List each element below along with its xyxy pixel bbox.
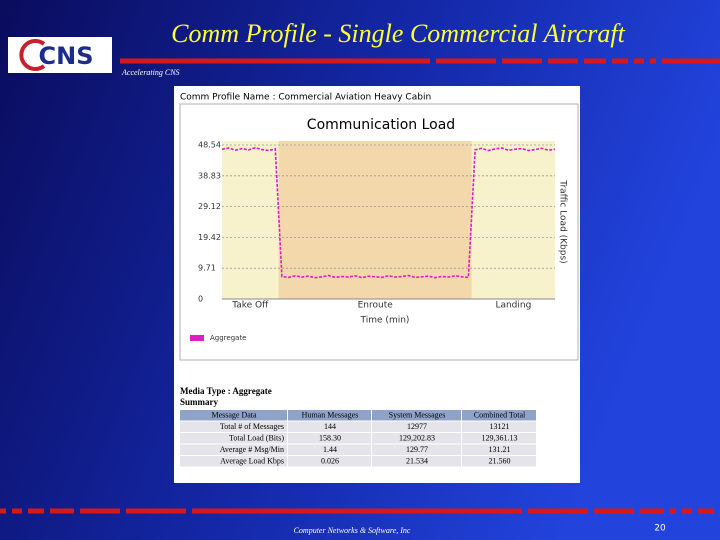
- table-cell: [180, 421, 287, 432]
- phase-band: [278, 141, 472, 299]
- table-cell: [288, 444, 371, 455]
- legend-label: Aggregate: [210, 334, 247, 342]
- table-cell: [462, 421, 536, 432]
- cell-text: Average Load Kbps: [220, 457, 284, 466]
- summary-label: Summary: [180, 397, 218, 407]
- cell-text: 129,361.13: [482, 434, 518, 443]
- header-cell: [372, 410, 461, 421]
- page-number: 20: [654, 524, 666, 534]
- cell-text: 0.026: [321, 457, 339, 466]
- y-tick-label: 0: [198, 295, 203, 304]
- legend-swatch: [190, 335, 204, 341]
- column-header: System Messages: [389, 411, 446, 420]
- cell-text: 12977: [407, 422, 427, 431]
- cell-text: 21.560: [489, 457, 511, 466]
- x-axis-label: Time (min): [360, 316, 410, 326]
- table-cell: [180, 456, 287, 467]
- summary-table: Message Data Human Messages System Message…: [180, 410, 536, 467]
- cell-text: 13121: [490, 422, 510, 431]
- y-tick-label: 29.12: [198, 202, 221, 211]
- table-cell: [372, 456, 461, 467]
- logo-swoosh: [19, 39, 46, 71]
- table-cell: [288, 456, 371, 467]
- y-tick-label: 19.42: [198, 233, 221, 242]
- y-tick-label: 9.71: [198, 264, 216, 273]
- cell-text: 144: [324, 422, 336, 431]
- column-header: Human Messages: [302, 411, 359, 420]
- table-cell: [462, 433, 536, 444]
- profile-name: Comm Profile Name : Commercial Aviation …: [180, 93, 431, 103]
- phase-label: Landing: [495, 301, 531, 311]
- y-tick-label: 38.83: [198, 171, 221, 180]
- chart: Communication Load Take Off Enroute Landing…: [190, 117, 568, 342]
- column-header: Message Data: [211, 411, 257, 420]
- cell-text: 129,202.83: [399, 434, 435, 443]
- cell-text: 1.44: [323, 445, 337, 454]
- table-cell: [288, 433, 371, 444]
- slide-title: Comm Profile - Single Commercial Aircraf…: [171, 19, 626, 48]
- logo-text: CNS: [39, 42, 94, 70]
- table-cell: [372, 421, 461, 432]
- phase-band: [471, 141, 555, 299]
- table-cell: [180, 433, 287, 444]
- column-header: Combined Total: [474, 411, 526, 420]
- y-axis-label: Traffic Load (Kbps): [558, 179, 568, 263]
- table-cell: [462, 456, 536, 467]
- header-cell: [180, 410, 287, 421]
- cell-text: Total Load (Bits): [229, 434, 284, 443]
- table-cell: [462, 444, 536, 455]
- table-cell: [288, 421, 371, 432]
- tagline: Accelerating CNS: [121, 68, 180, 77]
- phase-band: [222, 141, 279, 299]
- media-type: Media Type : Aggregate: [180, 386, 272, 396]
- y-tick-label: 48.54: [198, 141, 221, 150]
- cell-text: Total # of Messages: [220, 422, 284, 431]
- phase-label: Enroute: [358, 301, 394, 311]
- chart-title: Communication Load: [307, 117, 455, 133]
- header-cell: [462, 410, 536, 421]
- cell-text: 21.534: [406, 457, 428, 466]
- table-cell: [372, 444, 461, 455]
- footer-company: Computer Networks & Software, Inc: [294, 526, 411, 535]
- phase-label: Take Off: [231, 301, 269, 311]
- header-cell: [288, 410, 371, 421]
- table-cell: [180, 444, 287, 455]
- cell-text: Average # Msg/Min: [220, 445, 284, 454]
- cell-text: 158.30: [319, 434, 341, 443]
- cell-text: 131.21: [489, 445, 511, 454]
- table-cell: [372, 433, 461, 444]
- cell-text: 129.77: [406, 445, 428, 454]
